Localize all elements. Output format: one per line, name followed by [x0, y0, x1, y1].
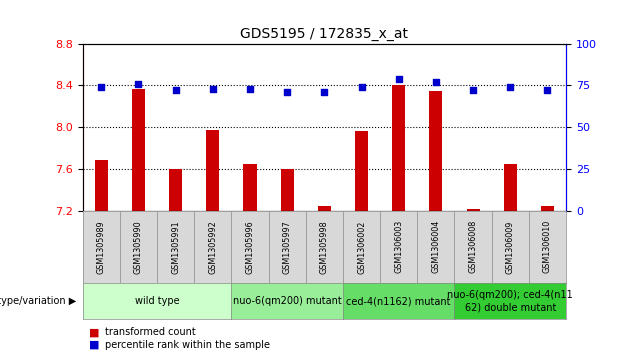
Bar [504, 164, 517, 211]
Point [431, 79, 441, 85]
Bar [318, 206, 331, 211]
Text: wild type: wild type [135, 296, 179, 306]
Bar [429, 90, 443, 211]
Point [96, 84, 106, 90]
Text: GSM1305991: GSM1305991 [171, 220, 180, 274]
Text: GSM1305989: GSM1305989 [97, 220, 106, 274]
Bar [355, 131, 368, 211]
Text: nuo-6(qm200); ced-4(n11
62) double mutant: nuo-6(qm200); ced-4(n11 62) double mutan… [447, 290, 573, 312]
Point [543, 87, 553, 93]
Text: GSM1306010: GSM1306010 [543, 220, 552, 273]
Text: GSM1305990: GSM1305990 [134, 220, 143, 274]
Text: GSM1305997: GSM1305997 [282, 220, 292, 274]
Text: transformed count: transformed count [105, 327, 196, 337]
Text: nuo-6(qm200) mutant: nuo-6(qm200) mutant [233, 296, 342, 306]
Text: GSM1305992: GSM1305992 [209, 220, 218, 274]
Text: GSM1305998: GSM1305998 [320, 220, 329, 274]
Bar [169, 169, 182, 211]
Bar [280, 169, 294, 211]
Point [170, 87, 181, 93]
Text: ■: ■ [89, 327, 100, 337]
Point [134, 81, 144, 86]
Bar [206, 130, 219, 211]
Text: GSM1306009: GSM1306009 [506, 220, 515, 274]
Point [394, 76, 404, 82]
Point [282, 89, 293, 95]
Bar [132, 89, 145, 211]
Title: GDS5195 / 172835_x_at: GDS5195 / 172835_x_at [240, 27, 408, 41]
Text: percentile rank within the sample: percentile rank within the sample [105, 340, 270, 350]
Bar [244, 164, 256, 211]
Point [319, 89, 329, 95]
Text: genotype/variation ▶: genotype/variation ▶ [0, 296, 76, 306]
Text: GSM1306004: GSM1306004 [431, 220, 440, 273]
Bar [392, 85, 405, 211]
Point [468, 87, 478, 93]
Text: ■: ■ [89, 340, 100, 350]
Bar [541, 206, 554, 211]
Text: GSM1306008: GSM1306008 [469, 220, 478, 273]
Bar [467, 209, 480, 211]
Point [245, 86, 255, 91]
Text: GSM1305996: GSM1305996 [245, 220, 254, 274]
Point [356, 84, 366, 90]
Point [505, 84, 515, 90]
Text: GSM1306002: GSM1306002 [357, 220, 366, 274]
Bar [95, 160, 107, 211]
Text: ced-4(n1162) mutant: ced-4(n1162) mutant [347, 296, 451, 306]
Point [208, 86, 218, 91]
Text: GSM1306003: GSM1306003 [394, 220, 403, 273]
